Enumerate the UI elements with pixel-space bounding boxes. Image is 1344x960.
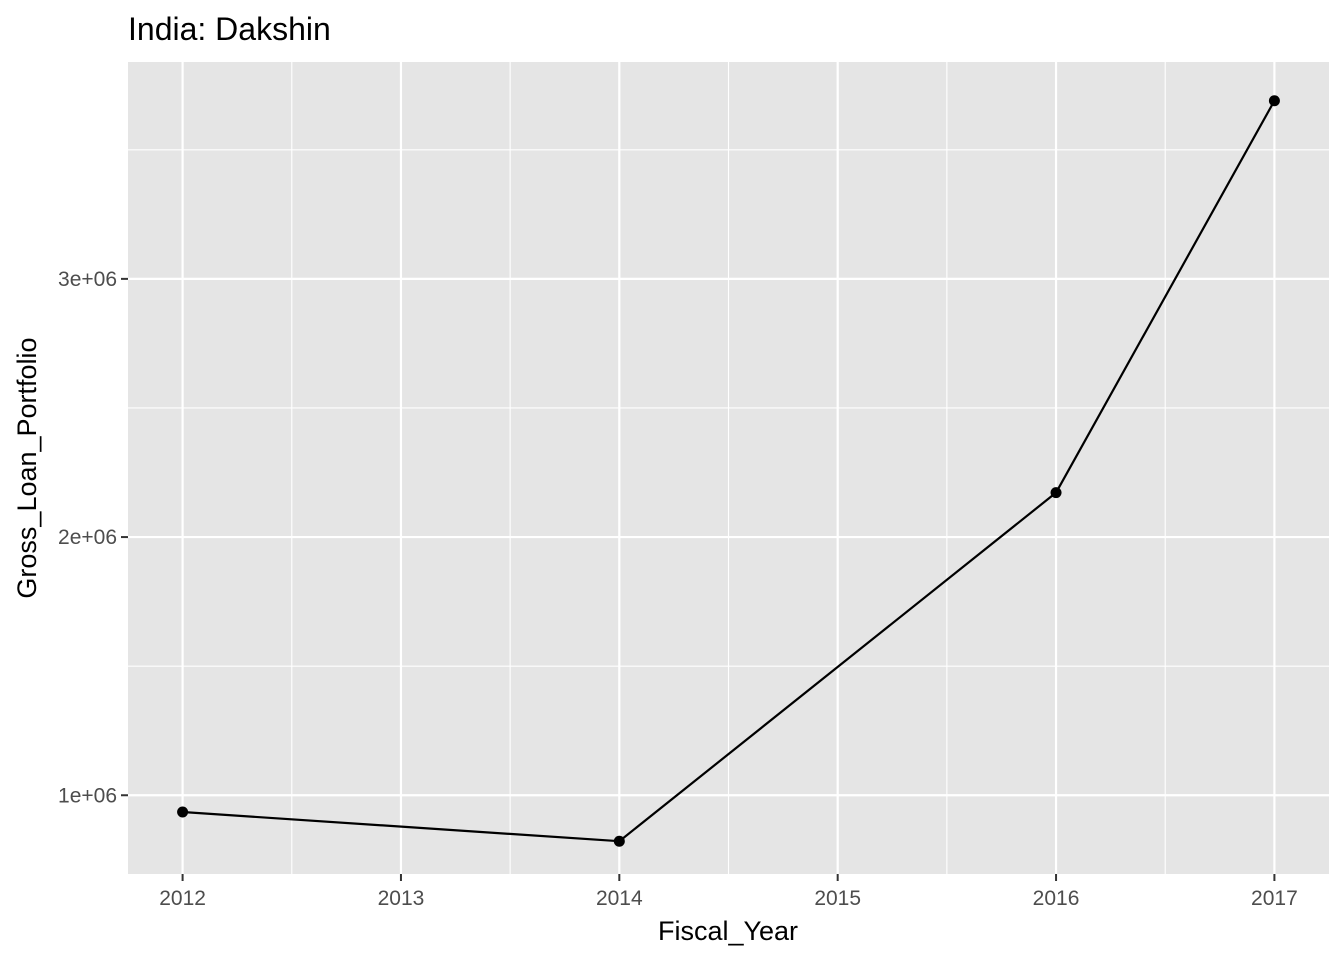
x-tick-label: 2016 xyxy=(1033,887,1080,910)
minor-gridlines xyxy=(128,62,1329,874)
data-point xyxy=(613,835,625,847)
y-tick-label: 2e+06 xyxy=(58,526,117,549)
x-tick-label: 2014 xyxy=(596,887,643,910)
chart-title: India: Dakshin xyxy=(128,11,331,47)
x-tick-label: 2017 xyxy=(1251,887,1298,910)
x-axis-title: Fiscal_Year xyxy=(658,916,798,946)
data-point xyxy=(1268,95,1280,107)
x-axis: 2012 2013 2014 2015 2016 2017 xyxy=(159,874,1298,910)
y-tick-label: 1e+06 xyxy=(58,784,117,807)
y-tick-label: 3e+06 xyxy=(58,268,117,291)
x-tick-label: 2012 xyxy=(159,887,206,910)
y-axis: 1e+06 2e+06 3e+06 xyxy=(58,268,128,807)
x-tick-label: 2015 xyxy=(814,887,861,910)
series-line xyxy=(182,100,1276,843)
y-axis-title: Gross_Loan_Portfolio xyxy=(12,337,42,598)
major-gridlines xyxy=(128,62,1329,874)
x-tick-label: 2013 xyxy=(378,887,425,910)
data-point xyxy=(177,806,189,818)
data-point xyxy=(1050,487,1062,499)
series-layer xyxy=(177,95,1280,847)
